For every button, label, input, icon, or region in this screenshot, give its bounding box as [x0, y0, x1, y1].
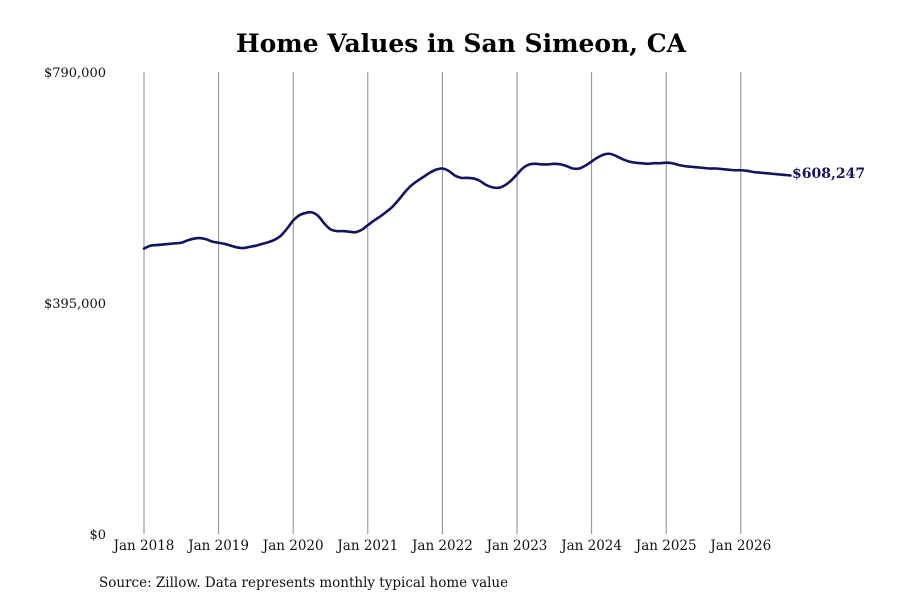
x-tick-label: Jan 2021	[335, 538, 398, 554]
source-note: Source: Zillow. Data represents monthly …	[99, 575, 508, 591]
x-tick-label: Jan 2019	[186, 538, 249, 554]
y-axis-tick-labels: $0 $395,000 $790,000	[44, 66, 106, 543]
home-value-line	[142, 152, 792, 250]
chart-title: Home Values in San Simeon, CA	[236, 29, 687, 58]
x-axis-tick-labels: Jan 2018 Jan 2019 Jan 2020 Jan 2021 Jan 2022…	[112, 538, 772, 554]
series-layer	[142, 152, 792, 250]
x-tick-label: Jan 2018	[112, 538, 175, 554]
y-tick-label: $395,000	[44, 297, 106, 312]
y-tick-label: $0	[89, 528, 106, 543]
gridlines	[143, 72, 742, 534]
x-tick-label: Jan 2024	[559, 538, 622, 554]
x-tick-label: Jan 2025	[634, 538, 697, 554]
x-tick-label: Jan 2020	[261, 538, 324, 554]
y-tick-label: $790,000	[44, 66, 106, 81]
x-tick-label: Jan 2022	[410, 538, 473, 554]
latest-value-label: $608,247	[792, 166, 865, 182]
x-tick-label: Jan 2023	[485, 538, 548, 554]
x-tick-label: Jan 2026	[708, 538, 771, 554]
